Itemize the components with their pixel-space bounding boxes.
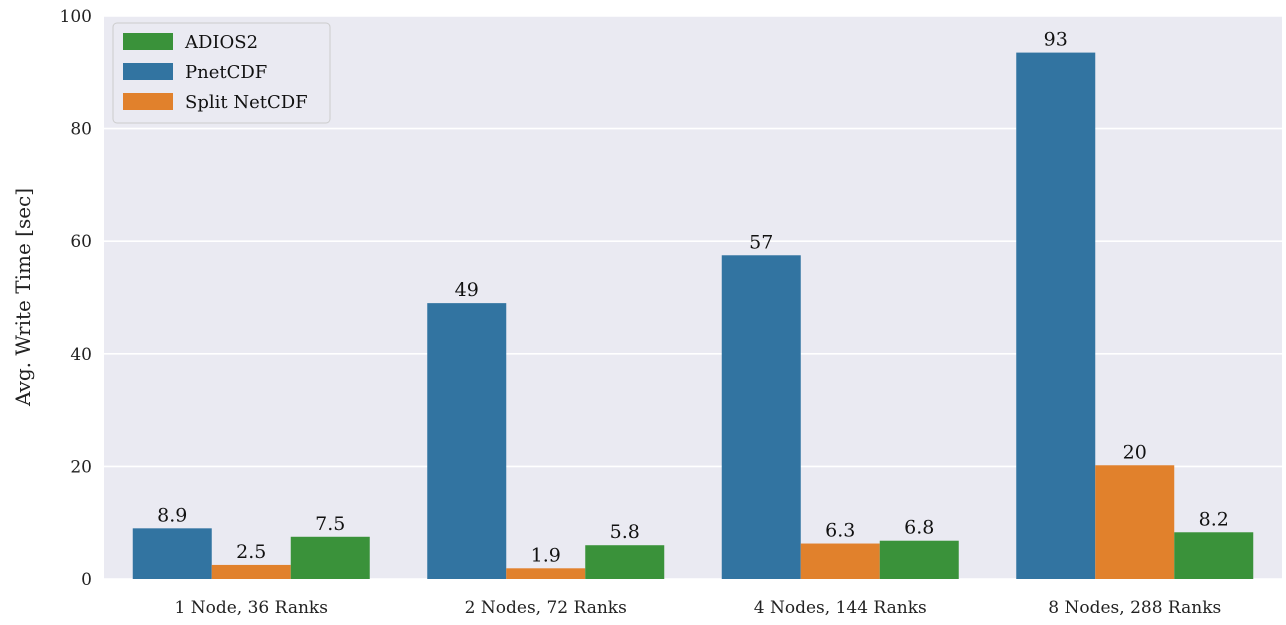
bar	[721, 255, 801, 579]
y-tick-label: 80	[70, 120, 92, 140]
legend-label: Split NetCDF	[185, 92, 308, 113]
bar-value-label: 6.3	[825, 520, 855, 542]
legend-label: PnetCDF	[185, 62, 267, 83]
bar	[1174, 532, 1254, 579]
bar	[506, 568, 586, 579]
bar	[211, 564, 291, 579]
bar	[427, 303, 507, 579]
bar	[132, 528, 212, 579]
bar-value-label: 8.9	[157, 504, 187, 526]
x-tick-label: 1 Node, 36 Ranks	[175, 598, 328, 618]
bar	[1095, 465, 1175, 579]
legend-swatch	[123, 93, 173, 110]
x-tick-label: 2 Nodes, 72 Ranks	[465, 598, 627, 618]
legend: ADIOS2 PnetCDF Split NetCDF	[112, 22, 331, 124]
bar	[585, 545, 665, 579]
y-tick-label: 60	[70, 232, 92, 252]
y-axis-ticks: 0 20 40 60 80 100	[60, 7, 92, 590]
legend-swatch	[123, 33, 173, 50]
y-tick-label: 20	[70, 457, 92, 477]
bar	[800, 543, 880, 579]
bar-value-label: 2.5	[236, 541, 266, 563]
y-tick-label: 40	[70, 345, 92, 365]
bar-value-label: 20	[1123, 441, 1147, 463]
y-axis-label: Avg. Write Time [sec]	[11, 188, 35, 407]
y-tick-label: 0	[81, 570, 92, 590]
bar	[290, 536, 370, 579]
bar-value-label: 7.5	[315, 513, 345, 535]
legend-label: ADIOS2	[184, 32, 258, 53]
bar-value-label: 1.9	[531, 544, 561, 566]
legend-swatch	[123, 63, 173, 80]
x-tick-label: 4 Nodes, 144 Ranks	[754, 598, 927, 618]
y-tick-label: 100	[60, 7, 92, 27]
bar	[1016, 52, 1096, 580]
bar-value-label: 49	[455, 279, 479, 301]
x-axis-ticks: 1 Node, 36 Ranks 2 Nodes, 72 Ranks 4 Nodes…	[175, 598, 1222, 618]
bar-value-label: 93	[1044, 29, 1068, 51]
bar-value-label: 8.2	[1199, 508, 1229, 530]
bar-value-label: 5.8	[610, 521, 640, 543]
data-labels: 8.9 2.5 7.5 49 1.9 5.8 57 6.3 6.8 93 20 8.2	[157, 29, 1229, 567]
bar-value-label: 57	[749, 231, 773, 253]
bar-value-label: 6.8	[904, 517, 934, 539]
bar	[879, 540, 959, 579]
bars	[132, 52, 1254, 580]
x-tick-label: 8 Nodes, 288 Ranks	[1048, 598, 1221, 618]
